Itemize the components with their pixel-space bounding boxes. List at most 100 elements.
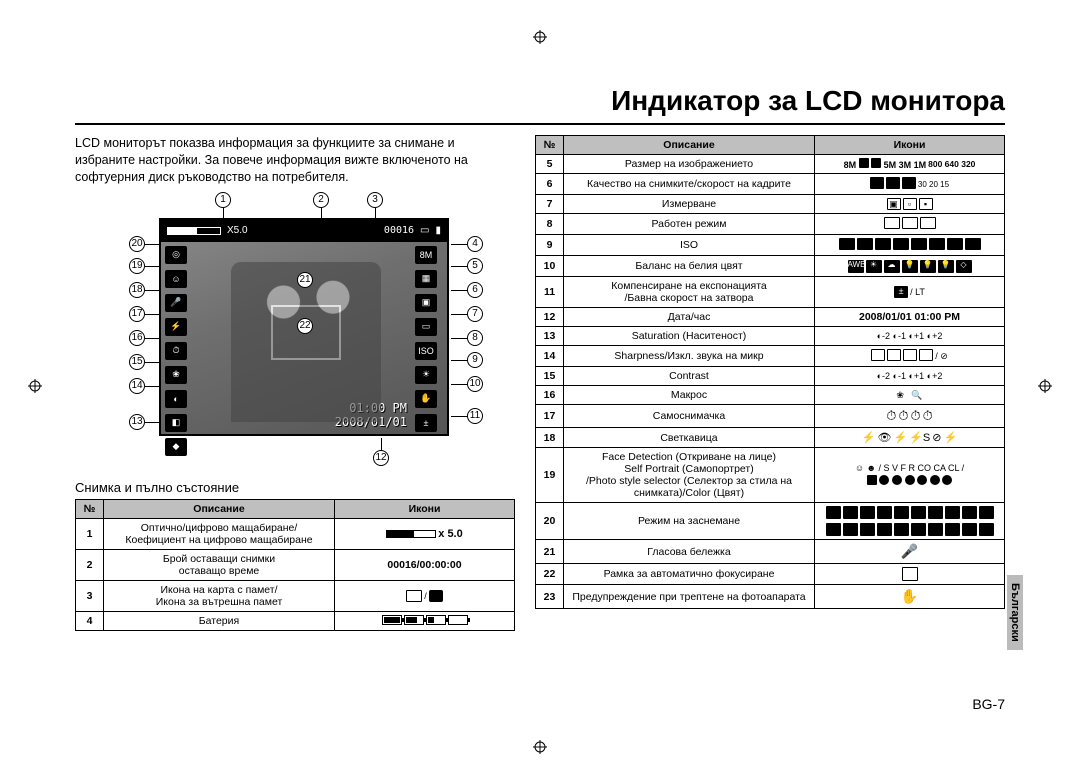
callout-20: 20 xyxy=(129,236,145,252)
page-number: BG-7 xyxy=(972,696,1005,712)
callout-line xyxy=(451,244,467,245)
zoom-value: X5.0 xyxy=(227,225,248,236)
page-content: Индикатор за LCD монитора LCD мониторът … xyxy=(75,85,1005,710)
row-number: 9 xyxy=(536,235,564,256)
table-row: 16Макрос❀ 🔍 xyxy=(536,386,1005,405)
language-tab: Български xyxy=(1007,575,1023,650)
row-description: Размер на изображението xyxy=(564,155,815,174)
table-row: 7Измерване▣ ▫ ▪ xyxy=(536,195,1005,214)
row-description: Компенсиране на експонацията/Бавна скоро… xyxy=(564,277,815,308)
callout-4: 4 xyxy=(467,236,483,252)
callout-15: 15 xyxy=(129,354,145,370)
drive-icon: ▭ xyxy=(415,318,437,336)
row-number: 21 xyxy=(536,540,564,564)
icons-cell: / ⊘ xyxy=(819,349,1000,363)
callout-5: 5 xyxy=(467,258,483,274)
table-row: 3Икона на карта с памет/Икона за вътрешн… xyxy=(76,580,515,611)
flash-icon: ⚡ xyxy=(165,318,187,336)
size-icon: 8M xyxy=(415,246,437,264)
callout-8: 8 xyxy=(467,330,483,346)
callout-14: 14 xyxy=(129,378,145,394)
icons-cell: 🎤 xyxy=(819,543,1000,560)
callout-17: 17 xyxy=(129,306,145,322)
left-caption: Снимка и пълно състояние xyxy=(75,480,515,495)
callout-2: 2 xyxy=(313,192,329,208)
meter-icon: ▣ xyxy=(415,294,437,312)
row-number: 22 xyxy=(536,564,564,585)
callout-line xyxy=(375,208,376,218)
right-table: № Описание Икони 5Размер на изображениет… xyxy=(535,135,1005,609)
row-number: 10 xyxy=(536,256,564,277)
sharp-icon: ◧ xyxy=(165,414,187,432)
overlay-right-icons: 8M ▦ ▣ ▭ ISO ☀ ✋ ± xyxy=(415,246,443,432)
lcd-time: 01:00 PM xyxy=(335,402,407,416)
callout-13: 13 xyxy=(129,414,145,430)
row-icons: 2008/01/01 01:00 PM xyxy=(815,308,1005,327)
row-icons: ❀ 🔍 xyxy=(815,386,1005,405)
col-icons: Икони xyxy=(815,136,1005,155)
table-row: 15Contrast◐-2 ◐-1 ◐+1 ◐+2 xyxy=(536,367,1005,386)
table-row: 1Оптично/цифрово мащабиране/Коефициент н… xyxy=(76,518,515,549)
icons-cell xyxy=(819,567,1000,581)
card-icon: ▭ xyxy=(420,225,429,236)
sat-icon: ◆ xyxy=(165,438,187,456)
row-description: Оптично/цифрово мащабиране/Коефициент на… xyxy=(104,518,335,549)
table-row: 12Дата/час2008/01/01 01:00 PM xyxy=(536,308,1005,327)
table-row: 21Гласова бележка🎤 xyxy=(536,540,1005,564)
intro-text: LCD мониторът показва информация за функ… xyxy=(75,135,515,186)
row-description: Брой оставащи снимкиоставащо време xyxy=(104,549,335,580)
shots-counter: 00016 xyxy=(384,225,414,236)
row-number: 17 xyxy=(536,405,564,428)
row-icons: ◐-2 ◐-1 ◐+1 ◐+2 xyxy=(815,367,1005,386)
row-icons xyxy=(815,214,1005,235)
table-row: 10Баланс на белия цвятAWB☀☁💡💡💡◇ xyxy=(536,256,1005,277)
row-icons xyxy=(335,611,515,630)
icons-cell: / xyxy=(339,590,510,602)
right-column: № Описание Икони 5Размер на изображениет… xyxy=(535,135,1005,631)
callout-3: 3 xyxy=(367,192,383,208)
table-row: 20Режим на заснемане xyxy=(536,503,1005,540)
row-number: 14 xyxy=(536,346,564,367)
callout-11: 11 xyxy=(467,408,483,424)
ev-icon: ± xyxy=(415,414,437,432)
face-icon: ☺ xyxy=(165,270,187,288)
row-number: 4 xyxy=(76,611,104,630)
row-number: 15 xyxy=(536,367,564,386)
row-number: 12 xyxy=(536,308,564,327)
col-num: № xyxy=(76,499,104,518)
callout-6: 6 xyxy=(467,282,483,298)
table-row: 4Батерия xyxy=(76,611,515,630)
table-row: 5Размер на изображението8M 5M 3M 1M800 6… xyxy=(536,155,1005,174)
icons-cell: ❀ 🔍 xyxy=(819,390,1000,401)
page-title: Индикатор за LCD монитора xyxy=(75,85,1005,125)
callout-22: 22 xyxy=(297,318,313,334)
icons-cell: ▣ ▫ ▪ xyxy=(819,198,1000,210)
row-number: 13 xyxy=(536,327,564,346)
mode-icon: ◎ xyxy=(165,246,187,264)
registration-mark-left xyxy=(28,379,42,393)
shake-icon: ✋ xyxy=(415,390,437,408)
row-description: Макрос xyxy=(564,386,815,405)
row-description: Contrast xyxy=(564,367,815,386)
callout-line xyxy=(223,208,224,218)
battery-icon: ▮ xyxy=(435,225,441,236)
row-description: Самоснимачка xyxy=(564,405,815,428)
row-icons xyxy=(815,564,1005,585)
callout-7: 7 xyxy=(467,306,483,322)
table-row: 8Работен режим xyxy=(536,214,1005,235)
col-desc: Описание xyxy=(104,499,335,518)
icons-cell: ± / LT xyxy=(819,286,1000,298)
timer-icon: ⏱ xyxy=(165,342,187,360)
row-description: Икона на карта с памет/Икона за вътрешна… xyxy=(104,580,335,611)
icons-cell: ⏱⏱⏱⏱ xyxy=(819,408,1000,424)
callout-1: 1 xyxy=(215,192,231,208)
lcd-diagram: 1 2 3 X5.0 00016 ▭ ▮ ◎ ☺ xyxy=(75,192,515,472)
callout-line xyxy=(145,266,159,267)
contrast-icon: ◐ xyxy=(165,390,187,408)
row-description: Sharpness/Изкл. звука на микр xyxy=(564,346,815,367)
row-number: 18 xyxy=(536,428,564,448)
table-row: 19Face Detection (Откриване на лице)Self… xyxy=(536,448,1005,503)
callout-line xyxy=(145,386,159,387)
row-icons: 8M 5M 3M 1M800 640 320 xyxy=(815,155,1005,174)
icons-cell xyxy=(819,506,1000,536)
